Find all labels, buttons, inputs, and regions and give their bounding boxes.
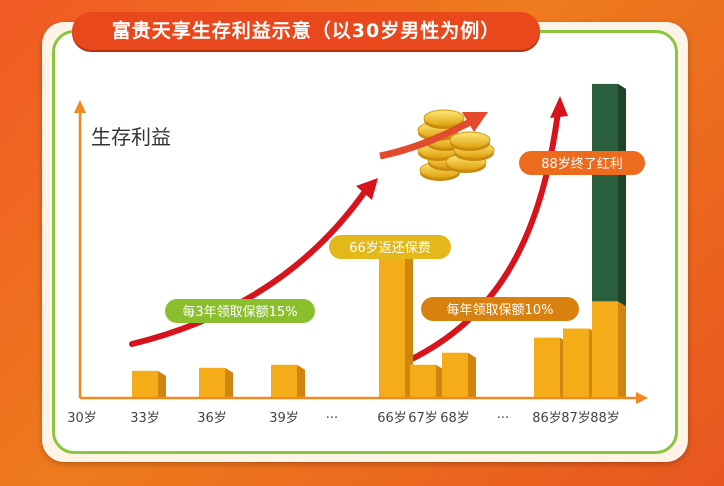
growth-arrow-2-head (550, 96, 568, 118)
bar (199, 367, 225, 398)
x-tick-labels: 30岁 33岁 36岁 39岁 ··· 66岁 67岁 68岁 ··· 86岁 87岁 88岁 (67, 411, 620, 426)
annotation-label: 88岁终了红利 (541, 156, 623, 172)
bar-side (225, 367, 233, 398)
bar (379, 247, 405, 398)
y-axis-arrowhead (74, 100, 86, 113)
x-tick-label: 66岁 (377, 411, 407, 426)
bonus-bar (592, 83, 618, 302)
coin-arrow-head (462, 112, 488, 132)
chart-title: 富贵天享生存利益示意（以30岁男性为例） (111, 20, 501, 42)
bar-group (132, 83, 626, 398)
x-tick-label: 67岁 (408, 411, 438, 426)
annotation-pill (165, 299, 315, 323)
x-tick-label: 68岁 (440, 411, 470, 426)
annotation-label: 每年领取保额10% (447, 302, 554, 318)
bar-side (158, 370, 166, 398)
bar-side (297, 364, 305, 398)
annotation-pill (329, 235, 451, 259)
coin-arrow (379, 118, 472, 160)
axes (74, 100, 648, 404)
annotation-pill (421, 297, 579, 321)
coin (423, 109, 465, 127)
bar-side (468, 352, 476, 398)
x-tick-label: 36岁 (197, 411, 227, 426)
y-axis-label: 生存利益 (91, 125, 171, 149)
bonus-bar-side (618, 83, 626, 307)
growth-arrow-1 (129, 187, 369, 347)
bar (442, 352, 468, 398)
x-tick-label: ··· (326, 411, 338, 426)
annotation-label: 66岁返还保费 (349, 241, 431, 256)
growth-arrow-1-head (356, 178, 378, 200)
x-tick-label: 87岁 (561, 411, 591, 426)
x-tick-label: 30岁 (67, 411, 97, 426)
coin (449, 131, 491, 149)
bar (534, 337, 560, 398)
bar (271, 364, 297, 398)
bar-side (618, 301, 626, 398)
bar (132, 370, 158, 398)
annotation-label: 每3年领取保额15% (182, 304, 297, 320)
x-axis-arrowhead (636, 392, 648, 404)
x-tick-label: 33岁 (130, 411, 160, 426)
x-tick-label: 86岁 (532, 411, 562, 426)
coins-icon (379, 109, 495, 181)
x-tick-label: ··· (497, 411, 509, 426)
x-tick-label: 88岁 (590, 411, 620, 426)
bar-side (405, 247, 413, 398)
title-banner (72, 12, 540, 50)
annotation-pill (519, 151, 645, 175)
bar (410, 364, 436, 398)
x-tick-label: 39岁 (269, 411, 299, 426)
bar (563, 328, 589, 398)
bar (592, 301, 618, 398)
